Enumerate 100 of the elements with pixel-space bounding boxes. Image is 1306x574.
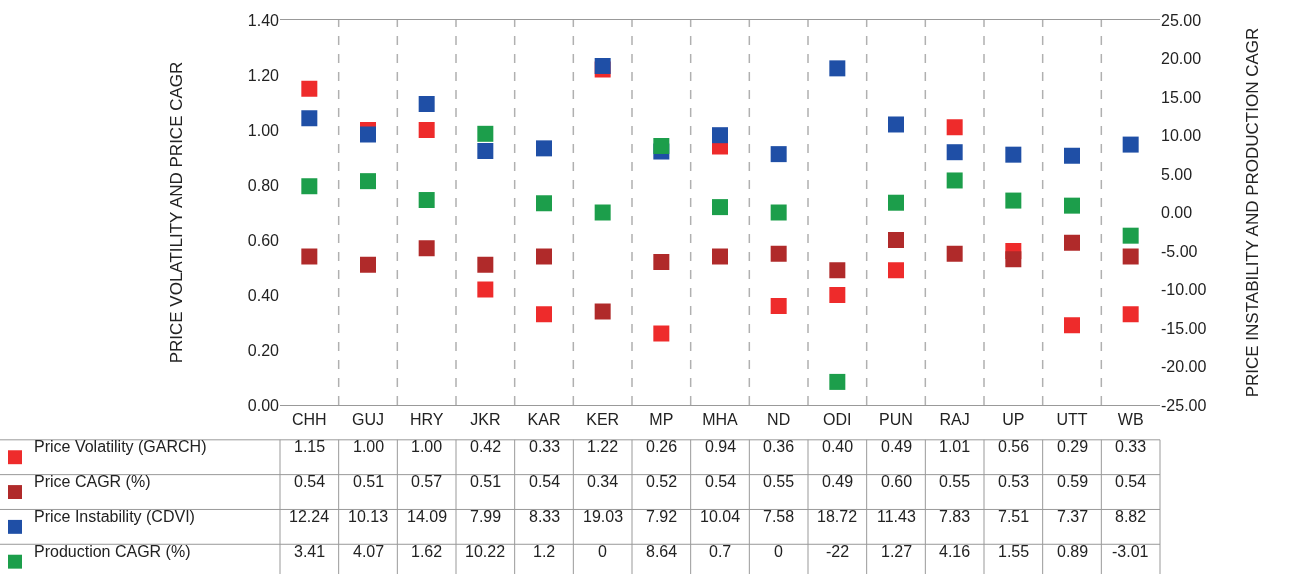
y-tick-label: 0.80 bbox=[247, 176, 280, 194]
y-tick-label: 0.40 bbox=[247, 286, 280, 304]
point bbox=[536, 195, 552, 212]
point bbox=[888, 116, 904, 133]
data-label: 0.49 bbox=[881, 438, 913, 455]
y-tick-label: 0.20 bbox=[247, 341, 280, 359]
point bbox=[946, 119, 963, 136]
point bbox=[829, 373, 846, 390]
data-label: 1.62 bbox=[411, 543, 443, 560]
data-label: 0.51 bbox=[353, 473, 385, 490]
data-label: 18.72 bbox=[817, 508, 858, 525]
x-tick-label: WB bbox=[1117, 411, 1144, 429]
data-label: 0.54 bbox=[529, 473, 561, 490]
data-label: 1.27 bbox=[881, 543, 913, 560]
point bbox=[712, 127, 728, 144]
point bbox=[888, 232, 904, 248]
point bbox=[1064, 197, 1080, 214]
data-label: 7.83 bbox=[939, 508, 971, 525]
data-label: 0.59 bbox=[1057, 473, 1089, 490]
data-label: 7.99 bbox=[470, 508, 502, 525]
data-label: 8.33 bbox=[529, 508, 561, 525]
legend-label: Production CAGR (%) bbox=[34, 543, 191, 560]
data-label: 4.16 bbox=[939, 543, 971, 560]
data-label: -3.01 bbox=[1112, 543, 1149, 560]
x-tick-label: KER bbox=[586, 411, 620, 429]
point bbox=[770, 298, 787, 314]
data-label: 0.33 bbox=[1115, 438, 1147, 455]
point bbox=[770, 245, 787, 262]
point bbox=[888, 194, 904, 211]
data-label: 7.51 bbox=[998, 508, 1030, 525]
data-label: 8.82 bbox=[1115, 508, 1147, 525]
x-tick-label: ND bbox=[767, 411, 791, 429]
y-tick-label: 1.20 bbox=[247, 66, 280, 84]
data-label: 0.54 bbox=[705, 473, 737, 490]
point bbox=[301, 178, 318, 195]
data-label: 0 bbox=[774, 543, 783, 560]
data-label: 8.64 bbox=[646, 543, 678, 560]
point bbox=[1064, 147, 1080, 164]
point bbox=[829, 287, 846, 303]
data-label: 10.22 bbox=[465, 543, 506, 560]
data-label: 0.52 bbox=[646, 473, 678, 490]
y2-tick-label: 15.00 bbox=[1161, 88, 1202, 106]
x-tick-label: RAJ bbox=[939, 411, 970, 429]
data-label: 1.22 bbox=[587, 438, 619, 455]
point bbox=[536, 140, 552, 157]
data-label: 0.60 bbox=[881, 473, 913, 490]
point bbox=[1122, 227, 1139, 244]
x-tick-label: CHH bbox=[291, 411, 327, 429]
point bbox=[477, 256, 494, 273]
data-label: 19.03 bbox=[583, 508, 624, 525]
point bbox=[1122, 248, 1139, 265]
point bbox=[594, 57, 611, 74]
data-label: 0.94 bbox=[705, 438, 737, 455]
y-tick-label: 1.00 bbox=[247, 121, 280, 139]
data-label: 0.56 bbox=[998, 438, 1030, 455]
data-label: 0.40 bbox=[822, 438, 854, 455]
data-label: 4.07 bbox=[353, 543, 385, 560]
data-label: 0.29 bbox=[1057, 438, 1089, 455]
point bbox=[1005, 146, 1022, 163]
y2-tick-label: 25.00 bbox=[1161, 11, 1202, 29]
y2-tick-label: 0.00 bbox=[1161, 204, 1193, 222]
data-label: 3.41 bbox=[294, 543, 326, 560]
point bbox=[1064, 234, 1080, 251]
data-label: 1.55 bbox=[998, 543, 1030, 560]
data-label: 0.36 bbox=[763, 438, 795, 455]
x-tick-label: PUN bbox=[879, 411, 913, 429]
point bbox=[829, 262, 846, 279]
data-label: 0 bbox=[598, 543, 607, 560]
data-label: 0.55 bbox=[939, 473, 971, 490]
data-label: 11.43 bbox=[877, 508, 916, 525]
y2-tick-label: 10.00 bbox=[1161, 127, 1202, 145]
point bbox=[1005, 192, 1022, 209]
data-label: 7.92 bbox=[646, 508, 678, 525]
data-label: 0.51 bbox=[470, 473, 502, 490]
data-label: 0.26 bbox=[646, 438, 678, 455]
data-label: 1.15 bbox=[294, 438, 326, 455]
point bbox=[1122, 136, 1139, 153]
y2-tick-label: -15.00 bbox=[1161, 319, 1207, 337]
point bbox=[536, 306, 552, 323]
point bbox=[946, 245, 963, 262]
x-tick-label: GUJ bbox=[352, 411, 384, 429]
point bbox=[418, 96, 435, 113]
y-tick-label: 0.00 bbox=[247, 396, 280, 414]
point bbox=[360, 126, 376, 143]
point bbox=[301, 80, 318, 97]
point bbox=[653, 325, 670, 342]
y2-tick-label: -10.00 bbox=[1161, 281, 1207, 299]
data-label: -22 bbox=[826, 543, 850, 560]
y-tick-label: 0.60 bbox=[247, 231, 280, 249]
y2-tick-label: -20.00 bbox=[1161, 358, 1207, 376]
data-label: 10.13 bbox=[348, 508, 389, 525]
x-tick-label: KAR bbox=[527, 411, 561, 429]
point bbox=[653, 254, 670, 270]
data-label: 1.00 bbox=[411, 438, 443, 455]
point bbox=[1005, 251, 1022, 268]
y2-tick-label: -25.00 bbox=[1161, 396, 1207, 414]
point bbox=[712, 199, 728, 216]
y-tick-label: 1.40 bbox=[247, 11, 280, 29]
x-tick-label: UP bbox=[1002, 411, 1025, 429]
data-label: 0.54 bbox=[1115, 473, 1147, 490]
